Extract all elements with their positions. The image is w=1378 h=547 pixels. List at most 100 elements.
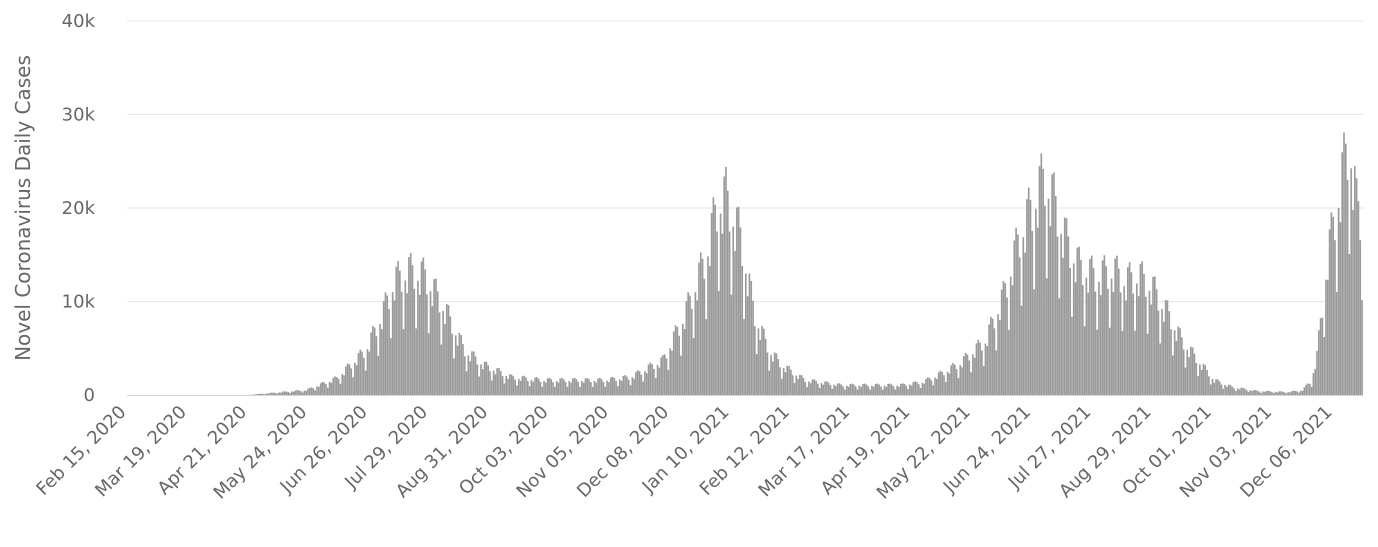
bar [1170,329,1172,395]
bar [1274,391,1277,395]
bar [656,364,659,395]
bar [408,257,410,395]
bar [896,385,898,395]
bar [1172,355,1174,395]
bar [568,380,571,395]
bar [775,353,778,395]
bar [1346,179,1349,395]
bar [409,253,412,395]
bar [865,384,868,395]
bar [339,383,342,395]
bar [683,329,686,395]
bar [1159,343,1162,395]
bar [1081,285,1084,395]
bar [907,389,909,395]
bar [856,389,859,395]
bar [1227,384,1230,395]
bar [627,379,630,395]
bar [968,360,971,395]
bar [370,332,372,395]
bar [1166,300,1169,395]
bar [254,394,257,395]
bar [755,353,758,395]
bar [1042,168,1044,395]
bar [1128,262,1131,395]
bar [662,355,664,395]
bar [402,329,405,395]
bar [761,326,763,395]
bar [1348,254,1351,395]
bar [1175,340,1178,395]
bar [970,372,972,395]
bar [867,386,870,395]
bar [1253,389,1255,395]
bar [1020,305,1023,395]
bar [723,176,726,395]
bar [1029,199,1032,395]
bar [1074,282,1077,395]
bar [708,266,711,395]
bar [489,371,491,395]
bar [363,357,365,395]
bar [512,376,515,395]
bar [314,390,317,395]
bar [737,206,740,395]
bar [820,383,823,395]
bar [276,393,279,395]
bar [386,295,389,395]
bar [1298,392,1300,395]
bar [1017,234,1019,395]
bar [788,366,790,395]
bar [629,385,632,395]
bar [393,300,396,395]
bar [1090,255,1093,395]
bar [721,233,724,395]
bar [290,391,293,395]
bar [671,350,673,395]
bar [964,352,967,395]
bar [1045,278,1048,395]
bar [835,386,837,395]
bar [337,378,340,395]
bar [541,386,544,395]
bar [1135,283,1138,395]
bar [1341,152,1344,395]
bar [1321,317,1324,395]
bar [1209,384,1212,395]
bar [1299,390,1302,395]
bar [1249,390,1252,395]
bar [645,373,648,395]
bar [532,381,535,395]
bar [1008,329,1010,395]
bar [537,378,540,395]
bar [1054,196,1057,395]
bar [458,332,461,395]
bar [995,350,998,395]
bar [271,392,273,395]
bar [963,356,965,395]
bar [1256,390,1259,395]
bar [453,358,455,395]
bar [917,384,920,395]
bar [1242,387,1244,395]
bar [1317,330,1320,395]
bar [717,290,720,395]
bar [427,333,430,395]
bar [1141,261,1144,395]
bar [577,382,580,395]
bar [294,390,297,395]
bar [1305,384,1307,395]
bar [1173,330,1176,395]
bar [523,375,526,395]
bar [317,386,320,395]
bar [809,383,812,395]
bar [1182,349,1185,395]
bar [1157,310,1160,395]
bar [642,381,644,395]
bar [346,363,349,395]
bar [521,376,524,395]
bar [817,383,819,395]
bar [447,305,450,395]
bar [1303,387,1306,395]
bar [997,314,999,395]
